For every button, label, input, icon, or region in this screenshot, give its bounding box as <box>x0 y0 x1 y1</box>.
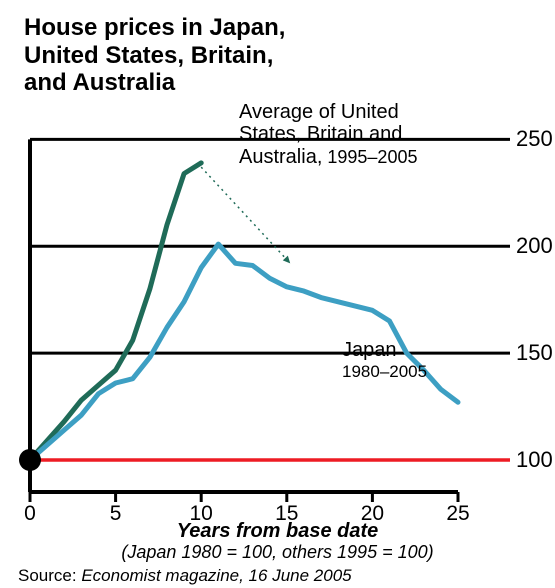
plot-area: Average of United States, Britain and Au… <box>30 118 458 492</box>
x-axis-label: Years from base date <box>0 520 555 543</box>
y-tick-label: 200 <box>516 233 553 259</box>
y-tick-label: 250 <box>516 126 553 152</box>
y-tick-label: 150 <box>516 340 553 366</box>
label-text-sub: 1980–2005 <box>342 362 427 381</box>
chart-title: House prices in Japan, United States, Br… <box>24 14 285 97</box>
series-label-average: Average of United States, Britain and Au… <box>239 101 417 168</box>
source-body: Economist magazine, 16 June 2005 <box>77 566 352 585</box>
series-label-japan: Japan 1980–2005 <box>342 340 427 382</box>
y-tick-label: 100 <box>516 447 553 473</box>
label-text: States, Britain and <box>239 123 402 145</box>
source-lead: Source: <box>18 566 77 585</box>
label-text: Japan <box>342 339 397 361</box>
label-text: Average of United <box>239 101 399 123</box>
source-line: Source: Economist magazine, 16 June 2005 <box>18 566 352 586</box>
chart-container: House prices in Japan, United States, Br… <box>0 0 555 588</box>
x-axis-sublabel: (Japan 1980 = 100, others 1995 = 100) <box>0 542 555 563</box>
label-text-sub: 1995–2005 <box>322 147 417 167</box>
label-text: Australia, <box>239 146 322 168</box>
chart-svg <box>30 118 524 492</box>
